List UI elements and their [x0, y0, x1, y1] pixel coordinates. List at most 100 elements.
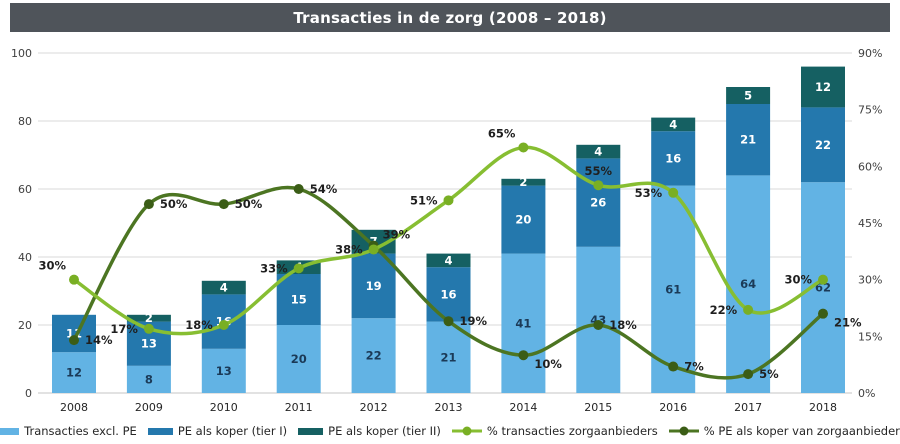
line-marker: [743, 304, 754, 315]
line-point-label: 39%: [383, 228, 411, 242]
line-marker: [143, 323, 154, 334]
legend-label: PE als koper (tier I): [177, 424, 288, 438]
line-marker: [668, 361, 679, 372]
line-point-label: 50%: [160, 197, 188, 211]
bar-segment-label: 41: [515, 316, 531, 330]
legend-line-marker-icon: [451, 426, 482, 436]
y-axis-right-label: 90%: [858, 47, 882, 60]
line-point-label: 53%: [635, 186, 663, 200]
bar-segment-label: 21: [740, 133, 756, 147]
bar-segment-label: 4: [444, 253, 452, 267]
line-marker: [818, 308, 828, 319]
line-marker: [593, 320, 604, 330]
bar-segment-label: 61: [665, 282, 681, 296]
bar-segment-label: 16: [440, 287, 456, 301]
bar-segment-label: 22: [815, 138, 831, 152]
chart-title: Transacties in de zorg (2008 – 2018): [293, 8, 607, 27]
legend-label: Transacties excl. PE: [24, 424, 137, 438]
line-marker: [443, 195, 454, 206]
line-point-label: 10%: [534, 357, 562, 371]
legend-item: % transacties zorgaanbieders: [451, 424, 658, 438]
bar-segment-label: 12: [815, 80, 831, 94]
line-point-label: 21%: [834, 316, 862, 330]
legend-label: PE als koper (tier II): [328, 424, 441, 438]
line-point-label: 65%: [488, 126, 516, 140]
line-marker: [668, 187, 679, 198]
x-axis-label: 2015: [584, 401, 612, 414]
x-axis-label: 2010: [210, 401, 238, 414]
line-point-label: 5%: [759, 367, 779, 381]
bar-segment: [426, 253, 471, 268]
line-marker: [293, 184, 304, 194]
bar-segment-label: 4: [220, 281, 228, 295]
line-point-label: 18%: [185, 318, 213, 332]
bar-segment: [52, 352, 96, 393]
y-axis-right-label: 75%: [858, 104, 882, 117]
bar-segment: [351, 253, 396, 319]
x-axis-label: 2008: [60, 401, 88, 414]
legend-swatch-icon: [0, 427, 20, 435]
line-marker: [143, 199, 154, 210]
bar-segment: [201, 280, 246, 295]
legend-label: % PE als koper van zorgaanbieders: [703, 424, 900, 438]
bar-segment: [726, 175, 771, 393]
line-marker: [593, 180, 604, 191]
bar-segment-label: 13: [216, 364, 232, 378]
line-point-label: 33%: [260, 261, 288, 275]
legend-label: % transacties zorgaanbieders: [486, 424, 658, 438]
legend: Transacties excl. PE PE als koper (tier I…: [0, 421, 900, 441]
line-point-label: 17%: [110, 322, 138, 336]
bar-segment-label: 5: [744, 89, 752, 103]
bar-segment: [501, 185, 546, 254]
legend-swatch-icon: [298, 427, 324, 435]
y-axis-right-label: 0%: [858, 387, 875, 400]
bar-segment-label: 20: [291, 352, 307, 366]
bar-segment: [576, 158, 621, 247]
legend-item: Transacties excl. PE: [0, 424, 137, 438]
bar-segment: [651, 131, 696, 186]
line-point-label: 19%: [460, 314, 488, 328]
line-marker: [69, 335, 79, 346]
legend-item: PE als koper (tier I): [147, 424, 288, 438]
bar-segment-label: 21: [440, 350, 456, 364]
bar-segment: [126, 365, 171, 393]
y-axis-right-label: 60%: [858, 160, 882, 173]
bar-segment-label: 12: [66, 366, 82, 380]
y-axis-right-label: 15%: [858, 330, 882, 343]
bar-segment: [351, 318, 396, 393]
line-point-label: 51%: [410, 193, 438, 207]
bar-segment: [576, 144, 621, 159]
bar-segment: [426, 267, 471, 322]
bar-segment-label: 62: [815, 281, 831, 295]
bar-segment: [651, 117, 696, 132]
line-point-label: 55%: [585, 164, 613, 178]
chart-title-bar: Transacties in de zorg (2008 – 2018): [10, 3, 890, 32]
legend-swatch-icon: [147, 427, 173, 435]
bar-segment: [726, 87, 771, 104]
line-point-label: 30%: [784, 273, 812, 287]
y-axis-right-label: 45%: [858, 217, 882, 230]
x-axis-label: 2018: [809, 401, 837, 414]
bar-segment-label: 4: [669, 117, 677, 131]
bar-segment: [501, 253, 546, 393]
bar-segment-label: 2: [145, 311, 153, 325]
y-axis-left-label: 80: [18, 115, 32, 128]
bar-segment-label: 64: [740, 277, 756, 291]
bar-segment: [276, 274, 321, 325]
bar-segment: [576, 246, 621, 393]
line-marker: [69, 274, 79, 285]
x-axis-label: 2014: [509, 401, 537, 414]
bar-segment: [276, 325, 321, 393]
bar-segment-label: 15: [291, 293, 307, 307]
bar-segment-label: 4: [594, 145, 602, 159]
y-axis-left-label: 20: [18, 319, 32, 332]
y-axis-left-label: 100: [11, 47, 32, 60]
bar-segment-label: 19: [366, 279, 382, 293]
bar-segment-label: 13: [141, 337, 157, 351]
x-axis-label: 2009: [135, 401, 163, 414]
line-marker: [218, 199, 229, 210]
line-point-label: 30%: [38, 259, 66, 273]
line-marker: [368, 244, 379, 255]
x-axis-label: 2016: [659, 401, 687, 414]
